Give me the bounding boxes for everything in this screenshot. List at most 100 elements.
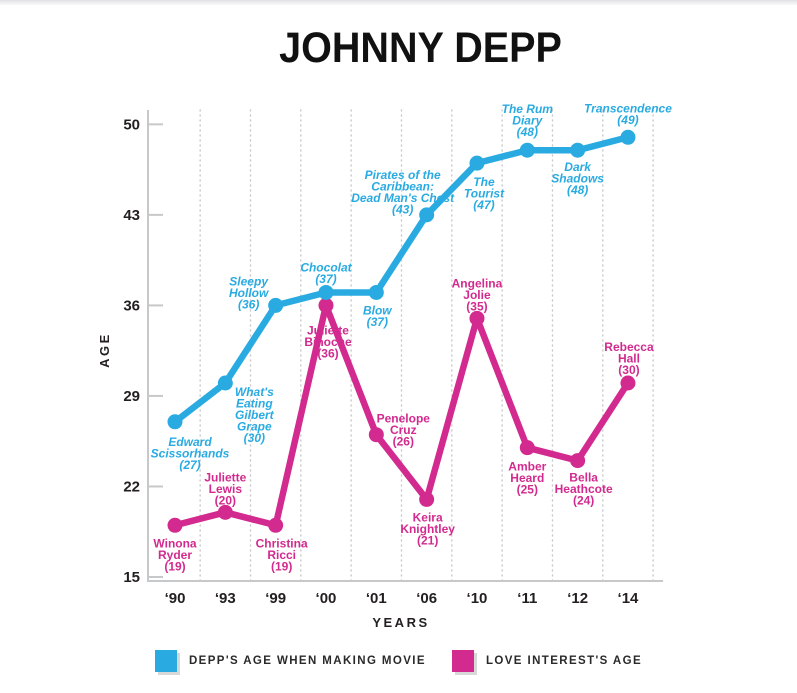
data-point — [368, 284, 384, 300]
y-tick-label: 15 — [123, 569, 140, 586]
data-point — [368, 427, 384, 443]
x-tick-label: ‘14 — [618, 590, 640, 607]
point-label: Hollow — [229, 286, 269, 300]
data-point — [268, 517, 284, 533]
legend-item: LOVE INTEREST'S AGE — [451, 650, 643, 672]
y-tick-label: 36 — [123, 297, 140, 314]
y-tick-label: 50 — [123, 116, 140, 133]
top-edge-strip — [0, 0, 797, 5]
point-label: (20) — [215, 493, 236, 507]
point-label: Scissorhands — [151, 446, 230, 460]
point-label: Transcendence — [584, 101, 672, 115]
data-point — [167, 517, 183, 533]
point-label: (36) — [238, 297, 259, 311]
series-line — [171, 134, 632, 426]
x-tick-label: ‘00 — [316, 590, 337, 607]
x-tick-label: ‘11 — [517, 590, 537, 607]
x-tick-label: ‘06 — [416, 590, 437, 607]
point-label: Hall — [618, 352, 640, 366]
data-point — [519, 440, 535, 456]
point-label: What's — [235, 385, 274, 399]
point-label: Ricci — [267, 548, 296, 562]
point-label: Knightley — [400, 522, 455, 536]
point-label: Cruz — [390, 423, 417, 437]
point-label: Diary — [512, 114, 543, 128]
point-label: The Rum — [502, 102, 554, 116]
data-point — [268, 297, 284, 313]
point-label: Bella — [569, 471, 598, 485]
y-tick-label: 29 — [123, 388, 140, 405]
data-point — [419, 491, 435, 507]
point-label: (24) — [573, 494, 594, 508]
data-point — [318, 297, 334, 313]
point-label: Gilbert — [235, 408, 275, 422]
point-label: Grape — [237, 420, 272, 434]
point-label: Edward — [168, 435, 212, 449]
data-point — [469, 155, 485, 171]
x-tick-label: ‘10 — [467, 590, 488, 607]
x-tick-label: ‘12 — [567, 590, 588, 607]
data-point — [167, 414, 183, 430]
legend-label: LOVE INTEREST'S AGE — [485, 655, 643, 667]
point-label: Eating — [236, 397, 273, 411]
point-label: Blow — [363, 303, 392, 317]
point-label: Dark — [564, 160, 592, 174]
point-label: Lewis — [209, 482, 243, 496]
point-label: (37) — [367, 315, 388, 329]
point-label: Christina — [256, 536, 308, 550]
point-label: (47) — [473, 198, 494, 212]
point-label: Tourist — [464, 187, 505, 201]
point-label: Angelina — [452, 276, 503, 290]
point-label: Juliette — [307, 323, 349, 337]
data-point — [570, 142, 586, 158]
data-point — [419, 207, 435, 223]
legend-swatch — [451, 650, 474, 672]
point-label: Dead Man's Chest — [351, 191, 455, 205]
point-label: Ryder — [158, 548, 192, 562]
point-label: (48) — [567, 183, 588, 197]
point-label: (30) — [244, 431, 265, 445]
point-label: Caribbean: — [371, 179, 434, 193]
x-tick-label: ‘93 — [215, 590, 236, 607]
legend-label: DEPP'S AGE WHEN MAKING MOVIE — [188, 655, 426, 667]
series-line — [171, 302, 632, 529]
y-axis-title: AGE — [97, 332, 112, 368]
legend-item: DEPP'S AGE WHEN MAKING MOVIE — [154, 650, 426, 672]
page-title: JOHNNY DEPP — [279, 24, 562, 72]
point-label: (27) — [179, 458, 200, 472]
point-label: Jolie — [463, 288, 491, 302]
point-label: Binoche — [304, 335, 352, 349]
point-label: Sleepy — [229, 274, 269, 288]
point-label: Keira — [413, 510, 443, 524]
point-label: (43) — [392, 202, 413, 216]
data-point — [217, 504, 233, 520]
point-label: Amber — [508, 460, 546, 474]
point-label: Pirates of the — [365, 168, 441, 182]
data-point — [620, 129, 636, 145]
point-label: (35) — [466, 299, 487, 313]
data-point — [620, 375, 636, 391]
point-label: Penelope — [377, 412, 431, 426]
y-tick-label: 22 — [123, 478, 140, 495]
point-label: (19) — [164, 559, 185, 573]
legend-swatch — [154, 650, 177, 672]
x-tick-label: ‘01 — [366, 590, 387, 607]
chart-legend: DEPP'S AGE WHEN MAKING MOVIE LOVE INTERES… — [0, 650, 797, 672]
point-label: Heard — [510, 471, 544, 485]
x-tick-label: ‘90 — [165, 590, 186, 607]
point-label: Rebecca — [604, 340, 654, 354]
point-label: (26) — [393, 435, 414, 449]
data-point — [217, 375, 233, 391]
point-label: (19) — [271, 559, 292, 573]
data-point — [318, 284, 334, 300]
x-tick-label: ‘99 — [265, 590, 286, 607]
point-label: Winona — [153, 536, 197, 550]
point-label: Shadows — [551, 172, 604, 186]
point-label: Heathcote — [555, 482, 613, 496]
age-line-chart: 15 22 29 36 43 50 ‘90 ‘93 ‘99 ‘00 ‘01 ‘06 ‘10 ‘11 ‘12 ‘… — [97, 101, 672, 630]
data-point — [469, 310, 485, 326]
data-point — [519, 142, 535, 158]
point-label: Juliette — [204, 470, 246, 484]
point-label: (49) — [617, 113, 638, 127]
